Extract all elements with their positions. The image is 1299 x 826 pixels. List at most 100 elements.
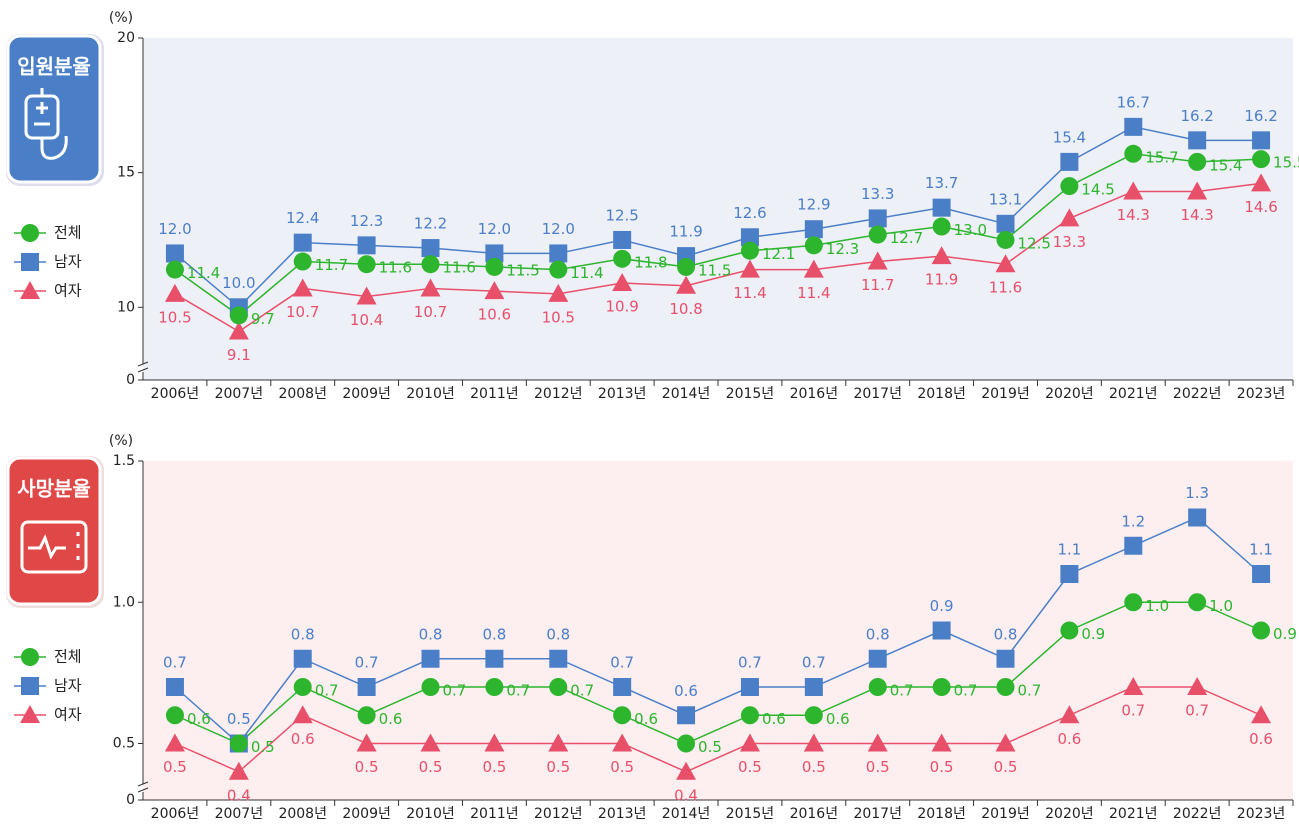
marker xyxy=(165,678,184,696)
marker xyxy=(229,734,248,753)
marker xyxy=(1060,152,1079,171)
value-label: 10.7 xyxy=(414,303,447,321)
y-tick-label: 15 xyxy=(117,165,135,181)
marker xyxy=(804,678,823,696)
value-label: 0.4 xyxy=(674,786,698,804)
value-label: 0.4 xyxy=(227,786,251,804)
y-tick-label: 20 xyxy=(117,30,135,46)
value-label: 16.2 xyxy=(1180,107,1213,125)
marker xyxy=(549,244,568,263)
value-label: 15.7 xyxy=(1145,148,1178,166)
marker xyxy=(485,678,504,696)
marker xyxy=(549,649,568,668)
series-line xyxy=(174,182,1262,333)
marker xyxy=(867,733,888,752)
value-label: 0.5 xyxy=(227,710,251,728)
series-line xyxy=(174,601,1262,745)
value-label: 11.4 xyxy=(797,284,830,302)
series-line xyxy=(174,516,1262,745)
marker xyxy=(804,220,823,239)
value-label: 0.7 xyxy=(570,682,594,700)
marker xyxy=(613,249,632,268)
value-label: 0.7 xyxy=(610,654,634,672)
x-tick-label: 2023년 xyxy=(1237,386,1286,402)
value-label: 0.5 xyxy=(163,758,187,776)
value-label: 16.2 xyxy=(1244,107,1277,125)
x-tick-label: 2023년 xyxy=(1237,806,1286,822)
legend-marker xyxy=(21,253,39,271)
badge-title: 입원분율 xyxy=(17,55,91,79)
marker xyxy=(164,733,185,752)
value-label: 0.9 xyxy=(1273,625,1297,643)
marker xyxy=(868,678,887,696)
value-label: 11.6 xyxy=(989,279,1022,297)
x-tick-label: 2010년 xyxy=(406,806,455,822)
value-label: 0.5 xyxy=(546,758,570,776)
value-label: 0.5 xyxy=(802,758,826,776)
value-label: 0.6 xyxy=(634,710,658,728)
value-label: 14.3 xyxy=(1117,206,1150,224)
value-label: 1.2 xyxy=(1121,512,1145,530)
value-label: 0.9 xyxy=(930,597,954,615)
x-tick-label: 2019년 xyxy=(981,386,1030,402)
x-tick-label: 2013년 xyxy=(598,806,647,822)
x-tick-label: 2008년 xyxy=(278,806,327,822)
x-tick-label: 2014년 xyxy=(662,386,711,402)
x-tick-label: 2006년 xyxy=(151,386,200,402)
marker xyxy=(421,649,440,668)
value-label: 1.1 xyxy=(1249,541,1273,559)
marker xyxy=(293,252,312,271)
value-label: 10.8 xyxy=(669,300,702,318)
value-label: 9.1 xyxy=(227,346,251,364)
value-label: 1.0 xyxy=(1209,597,1233,615)
marker xyxy=(613,706,632,725)
marker xyxy=(996,214,1015,233)
value-label: 0.8 xyxy=(866,625,890,643)
marker xyxy=(1059,208,1080,227)
marker xyxy=(612,733,633,752)
value-label: 1.3 xyxy=(1185,484,1209,502)
value-label: 12.1 xyxy=(762,245,795,263)
value-label: 10.9 xyxy=(605,298,638,316)
value-label: 0.5 xyxy=(866,758,890,776)
marker xyxy=(868,649,887,668)
marker xyxy=(1188,131,1207,150)
x-tick-label: 2017년 xyxy=(853,386,902,402)
x-tick-label: 2016년 xyxy=(790,806,839,822)
value-label: 11.8 xyxy=(634,253,667,271)
value-label: 11.9 xyxy=(669,223,702,241)
value-label: 11.7 xyxy=(315,256,348,274)
marker xyxy=(357,236,376,255)
value-label: 0.5 xyxy=(251,738,275,756)
value-label: 0.7 xyxy=(802,654,826,672)
marker xyxy=(485,244,504,263)
x-tick-label: 2014년 xyxy=(662,806,711,822)
marker xyxy=(613,678,632,696)
legend-marker xyxy=(20,705,40,723)
marker xyxy=(931,733,952,752)
marker xyxy=(995,254,1016,273)
x-tick-label: 2016년 xyxy=(790,386,839,402)
marker xyxy=(932,678,951,696)
x-tick-label: 2012년 xyxy=(534,806,583,822)
value-label: 0.9 xyxy=(1081,625,1105,643)
value-label: 13.0 xyxy=(954,221,987,239)
marker xyxy=(867,251,888,270)
marker xyxy=(932,621,951,640)
marker xyxy=(357,255,376,274)
value-label: 11.9 xyxy=(925,271,958,289)
marker xyxy=(740,228,759,247)
x-tick-label: 2009년 xyxy=(342,806,391,822)
value-label: 10.7 xyxy=(286,303,319,321)
value-label: 0.5 xyxy=(419,758,443,776)
marker xyxy=(996,649,1015,668)
value-label: 0.7 xyxy=(355,654,379,672)
marker xyxy=(1123,677,1144,695)
marker xyxy=(549,678,568,696)
y-tick-label: 1.5 xyxy=(113,453,135,469)
value-label: 0.6 xyxy=(379,710,403,728)
marker xyxy=(1059,705,1080,724)
marker xyxy=(931,246,952,265)
marker xyxy=(484,733,505,752)
y-tick-label: 0 xyxy=(126,792,135,808)
